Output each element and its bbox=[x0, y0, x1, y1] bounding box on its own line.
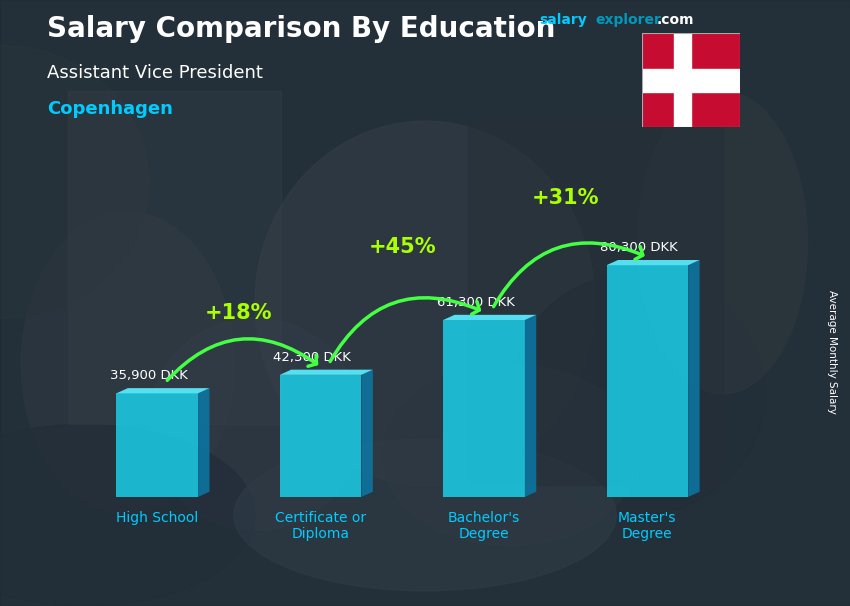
Polygon shape bbox=[524, 315, 536, 497]
Text: +18%: +18% bbox=[205, 304, 273, 324]
Text: Salary Comparison By Education: Salary Comparison By Education bbox=[47, 15, 555, 43]
Ellipse shape bbox=[21, 212, 234, 515]
Ellipse shape bbox=[0, 45, 149, 318]
Ellipse shape bbox=[0, 424, 255, 606]
Bar bbox=[116, 393, 198, 497]
Text: 61,300 DKK: 61,300 DKK bbox=[437, 296, 515, 309]
Polygon shape bbox=[198, 388, 209, 497]
Ellipse shape bbox=[255, 121, 595, 485]
Text: explorer: explorer bbox=[595, 13, 661, 27]
Text: Copenhagen: Copenhagen bbox=[47, 100, 173, 118]
Bar bbox=[468, 121, 722, 485]
Bar bbox=[68, 91, 280, 424]
Bar bbox=[443, 320, 524, 497]
Polygon shape bbox=[116, 388, 209, 393]
Polygon shape bbox=[361, 370, 373, 497]
Text: +45%: +45% bbox=[368, 237, 436, 257]
Text: 80,300 DKK: 80,300 DKK bbox=[600, 241, 678, 255]
Text: +31%: +31% bbox=[532, 188, 599, 208]
Polygon shape bbox=[280, 370, 373, 375]
Ellipse shape bbox=[510, 273, 765, 515]
Text: 42,300 DKK: 42,300 DKK bbox=[274, 351, 351, 364]
Ellipse shape bbox=[234, 439, 616, 591]
Polygon shape bbox=[688, 260, 700, 497]
Ellipse shape bbox=[638, 91, 808, 394]
Text: 35,900 DKK: 35,900 DKK bbox=[110, 370, 188, 382]
Ellipse shape bbox=[382, 364, 638, 545]
Bar bbox=[280, 375, 361, 497]
Bar bbox=[607, 265, 688, 497]
Text: .com: .com bbox=[657, 13, 694, 27]
Text: salary: salary bbox=[540, 13, 587, 27]
Polygon shape bbox=[607, 260, 700, 265]
Text: Average Monthly Salary: Average Monthly Salary bbox=[827, 290, 837, 413]
Bar bbox=[674, 33, 690, 127]
Polygon shape bbox=[443, 315, 536, 320]
Bar bbox=[642, 69, 740, 92]
Ellipse shape bbox=[149, 318, 361, 530]
Text: Assistant Vice President: Assistant Vice President bbox=[47, 64, 263, 82]
